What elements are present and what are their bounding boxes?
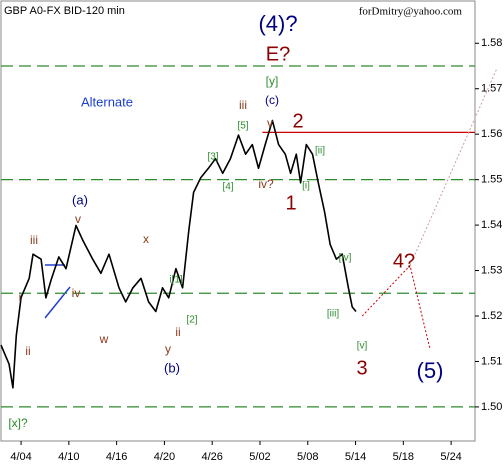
wave-label: (a) <box>72 192 88 207</box>
x-tick-label: 4/16 <box>106 451 127 463</box>
y-tick-label: 1.55 <box>481 174 502 186</box>
wave-label: i[1] <box>169 275 183 286</box>
y-tick-label: 1.52 <box>481 310 502 322</box>
wave-label: [3] <box>207 152 218 163</box>
wave-label: iii <box>30 233 38 247</box>
wave-label: 4? <box>393 250 415 272</box>
wave-label: [4] <box>222 182 233 193</box>
wave-label: v <box>75 212 81 226</box>
wave-label: y <box>165 342 171 356</box>
trend-line <box>44 286 71 319</box>
chart-title: GBP A0-FX BID-120 min <box>4 5 125 17</box>
wave-label: 3 <box>356 357 367 379</box>
wave-label: (5) <box>417 358 444 383</box>
wave-label: iv <box>72 286 81 300</box>
wave-label: (c) <box>265 93 279 107</box>
wave-label: [x]? <box>8 416 28 430</box>
x-tick-label: 5/18 <box>393 451 414 463</box>
plot-frame <box>0 0 476 442</box>
wave-label: [y] <box>266 74 279 88</box>
wave-label: ii <box>175 325 180 339</box>
chart-subtitle: forDmitry@yahoo.com <box>359 6 463 18</box>
wave-label: ii <box>25 344 30 358</box>
y-tick-label: 1.53 <box>481 264 502 276</box>
x-tick-label: 4/10 <box>58 451 79 463</box>
wave-label: [ii] <box>315 146 325 157</box>
wave-label: [iii] <box>327 309 339 320</box>
wave-label: E? <box>266 43 290 65</box>
y-tick-label: 1.50 <box>481 401 502 413</box>
x-tick-label: 4/20 <box>154 451 175 463</box>
x-tick-label: 5/08 <box>297 451 318 463</box>
wave-label: w <box>99 332 109 346</box>
wave-label: [v] <box>357 341 368 352</box>
wave-label: i <box>19 290 22 304</box>
wave-label: v <box>267 116 273 130</box>
y-tick-label: 1.54 <box>481 219 502 231</box>
y-tick-label: 1.51 <box>481 355 502 367</box>
wave-label: (b) <box>164 360 180 375</box>
y-tick-label: 1.56 <box>481 128 502 140</box>
y-tick-label: 1.57 <box>481 83 502 95</box>
wave-label: iv? <box>258 177 274 191</box>
wave-label: 2 <box>292 110 303 132</box>
wave-label: 1 <box>285 192 296 214</box>
wave-label: x <box>143 232 149 246</box>
x-tick-label: 5/02 <box>249 451 270 463</box>
wave-label: [5] <box>237 121 248 132</box>
x-tick-label: 5/24 <box>440 451 461 463</box>
wave-label: [i] <box>302 181 310 192</box>
price-line <box>0 119 357 389</box>
wave-label: iii <box>239 98 247 112</box>
wave-label: [2] <box>186 315 197 326</box>
y-tick-label: 1.58 <box>481 37 502 49</box>
wave-label: [iv] <box>339 253 352 264</box>
x-tick-label: 4/26 <box>201 451 222 463</box>
x-tick-label: 4/04 <box>10 451 31 463</box>
wave-label: Alternate <box>81 94 133 109</box>
wave-label: (4)? <box>258 11 297 36</box>
x-tick-label: 5/14 <box>345 451 366 463</box>
